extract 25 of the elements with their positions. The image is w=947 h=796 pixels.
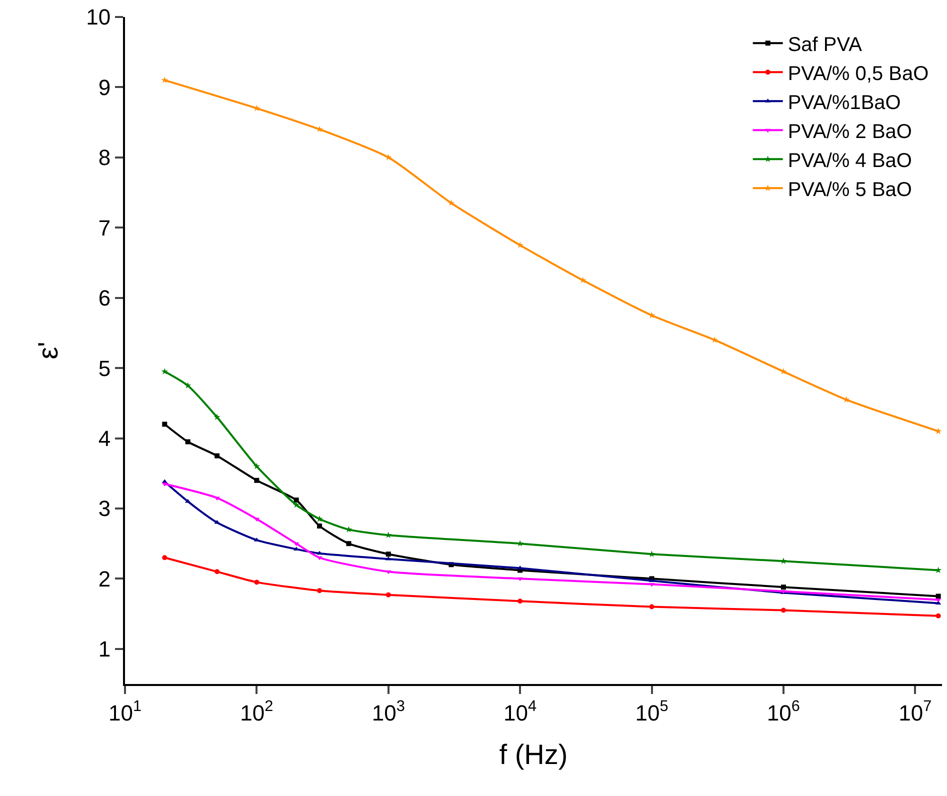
x-tick-label: 10$^{4}$ [504,698,538,726]
x-tick-label: 10$^{1}$ [108,698,142,726]
y-tick-label: 7 [98,215,111,240]
x-tick-label: 10$^{5}$ [635,698,668,726]
x-tick-label: 10$^{2}$ [240,698,274,726]
y-axis-title: ε' [32,342,64,360]
legend-label: PVA/% 2 BaO [788,120,912,143]
y-tick-label: 8 [98,145,111,170]
x-tick-label: 10$^{7}$ [898,698,932,726]
legend-label: PVA/% 4 BaO [788,150,912,172]
legend-label: PVA/%1BaO [788,92,901,114]
y-tick-label: 9 [98,74,111,100]
y-tick-label: 1 [98,636,111,662]
x-tick-label: 10$^{3}$ [372,698,405,726]
y-tick-label: 4 [98,426,111,451]
legend-label: PVA/% 5 BaO [788,178,912,201]
legend-label: PVA/% 0,5 BaO [788,62,929,85]
y-tick-label: 10 [86,4,111,30]
x-tick-label: 10$^{6}$ [766,698,800,726]
y-tick-label: 3 [98,496,111,522]
legend-label: Saf PVA [788,34,863,56]
x-axis-title: f (Hz) [499,739,568,770]
y-tick-label: 2 [98,566,111,592]
y-tick-label: 6 [98,286,111,311]
y-tick-label: 5 [98,356,111,381]
